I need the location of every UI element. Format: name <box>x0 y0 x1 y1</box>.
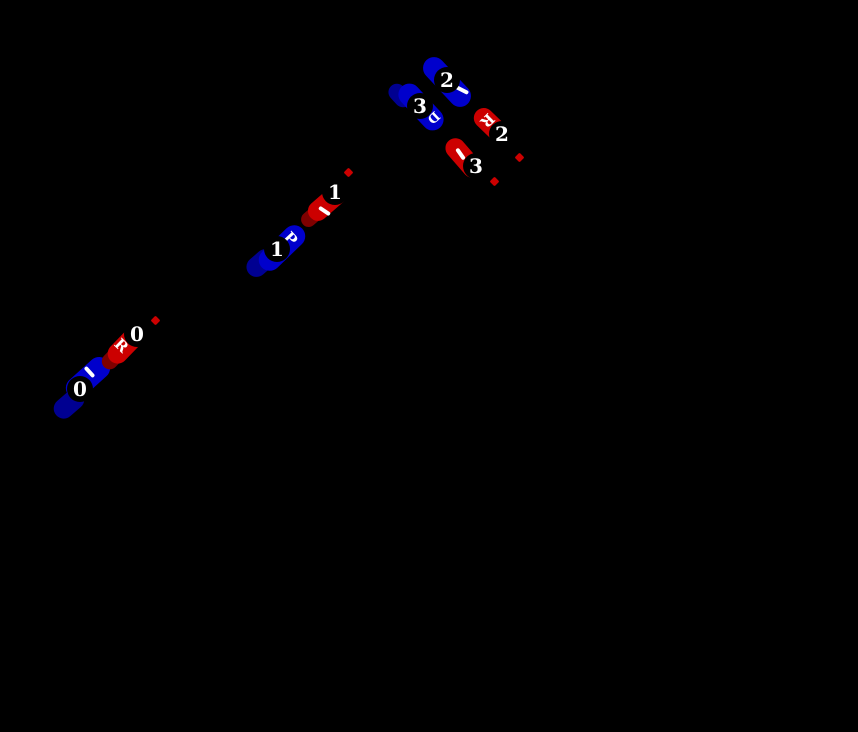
waypoint-dot <box>489 176 499 186</box>
agent-id-badge: 3 <box>407 93 433 119</box>
agent-id-label: 3 <box>469 154 483 178</box>
agent-id-label: 2 <box>440 68 454 92</box>
agent-id-badge: 1 <box>322 179 348 205</box>
agent-id-badge: 1 <box>264 236 290 262</box>
waypoint-dot <box>343 167 353 177</box>
agent-id-label: 0 <box>73 377 87 401</box>
agent-id-badge: 2 <box>489 121 515 147</box>
agent-id-label: 1 <box>328 180 342 204</box>
agent-id-badge: 0 <box>67 376 93 402</box>
agent-id-badge: 3 <box>463 153 489 179</box>
agent-id-label: 3 <box>413 94 427 118</box>
waypoint-dot <box>150 315 160 325</box>
agent-id-badge: 2 <box>434 67 460 93</box>
waypoint-dot <box>514 152 524 162</box>
agent-id-label: 2 <box>495 122 509 146</box>
agent-id-label: 1 <box>270 237 284 261</box>
agent-id-badge: 0 <box>124 321 150 347</box>
agent-id-label: 0 <box>130 322 144 346</box>
